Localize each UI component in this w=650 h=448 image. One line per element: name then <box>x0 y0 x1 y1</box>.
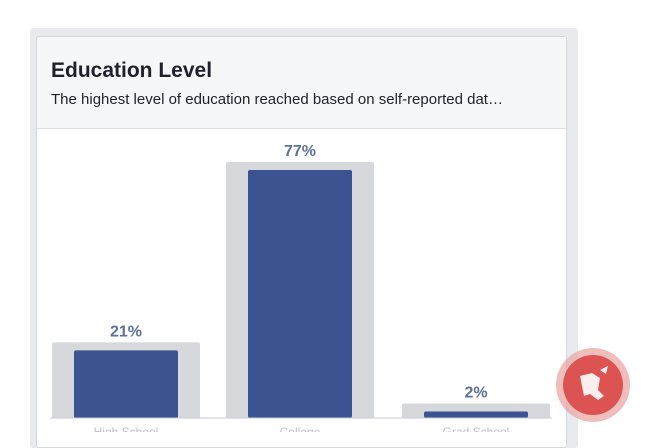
value-label-high-school: 21% <box>110 323 142 340</box>
card-title: Education Level <box>51 59 213 82</box>
education-bar-chart: 21% High School 77% College 2% Grad School <box>50 143 552 432</box>
category-label-grad-school: Grad School <box>443 425 510 432</box>
category-label-college: College <box>280 425 321 432</box>
chart-layer: 21% High School 77% College 2% Grad School <box>50 143 552 432</box>
watermark-logo-icon <box>556 348 630 422</box>
card-subtitle: The highest level of education reached b… <box>51 91 503 108</box>
bar-high-school <box>74 350 178 418</box>
category-label-high-school: High School <box>94 425 159 432</box>
bar-college <box>248 170 352 418</box>
bar-grad-school <box>424 411 528 418</box>
value-label-college: 77% <box>284 143 316 160</box>
card-header: Education Level The highest level of edu… <box>37 37 566 129</box>
value-label-grad-school: 2% <box>464 385 487 402</box>
